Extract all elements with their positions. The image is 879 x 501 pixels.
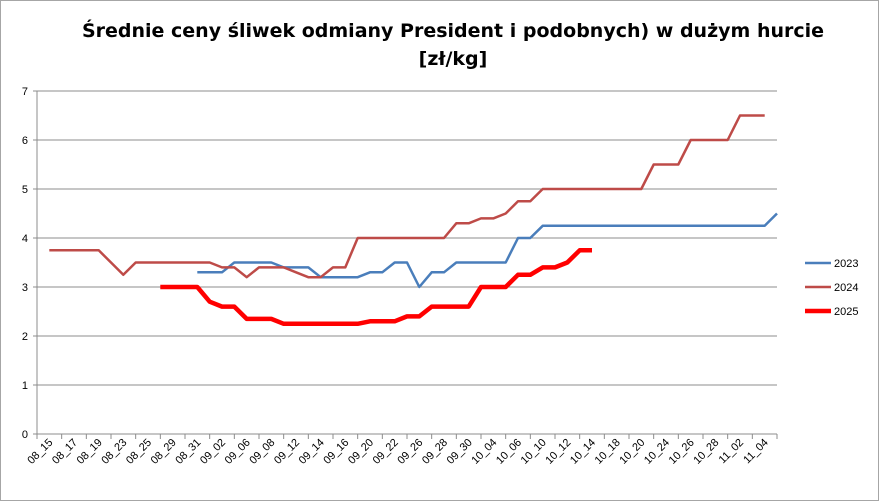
chart-title-line-2: [zł/kg]: [419, 48, 488, 70]
x-tick-label: 08_23: [99, 437, 129, 467]
x-tick-label: 09_20: [346, 437, 376, 467]
series-line-2025: [160, 248, 592, 327]
x-tick-label: 10_24: [642, 437, 672, 467]
y-tick-label: 7: [22, 86, 28, 98]
x-tick-label: 09_08: [247, 437, 277, 467]
x-tick-label: 09_22: [371, 437, 401, 467]
x-tick-label: 10_06: [494, 437, 524, 467]
y-tick-label: 4: [22, 233, 28, 245]
legend-label-2023: 2023: [834, 258, 858, 270]
x-tick-label: 10_14: [568, 437, 598, 467]
y-tick-label: 3: [22, 282, 28, 294]
x-tick-label: 09_06: [223, 437, 253, 467]
x-tick-label: 09_28: [420, 437, 450, 467]
x-tick-label: 09_26: [395, 437, 425, 467]
x-tick-label: 10_26: [667, 437, 697, 467]
x-tick-label: 09_16: [321, 437, 351, 467]
plot-area: 0 1 2 3 4 5 6 7 08_1508_1708_1908_2308_2508_2908…: [22, 86, 778, 467]
series-line-2024: [49, 114, 765, 279]
series-line-2023: [197, 212, 778, 289]
y-tick-label: 5: [22, 184, 28, 196]
y-tick-label: 0: [22, 429, 28, 441]
legend: 2023 2024 2025: [805, 258, 858, 318]
legend-label-2025: 2025: [834, 306, 858, 318]
x-tick-label: 08_25: [124, 437, 154, 467]
x-tick-label: 10_04: [469, 437, 499, 467]
chart-title-line-1: Średnie ceny śliwek odmiany President i …: [82, 18, 824, 42]
x-tick-label: 08_17: [50, 437, 80, 467]
x-tick-label: 08_19: [75, 437, 105, 467]
x-tick-label: 08_15: [25, 437, 55, 467]
x-tick-label: 10_10: [519, 437, 549, 467]
x-tick-label: 10_28: [691, 437, 721, 467]
x-tick-label: 10_20: [617, 437, 647, 467]
x-tick-label: 09_30: [445, 437, 475, 467]
x-tick-label: 08_29: [149, 437, 179, 467]
x-tick-label: 10_18: [593, 437, 623, 467]
x-tick-label: 11_02: [717, 437, 747, 467]
y-tick-label: 1: [22, 380, 28, 392]
x-tick-label: 09_02: [198, 437, 228, 467]
x-tick-label: 10_12: [543, 437, 573, 467]
x-tick-label: 09_14: [297, 437, 327, 467]
x-tick-label: 09_12: [272, 437, 302, 467]
x-tick-label: 08_31: [173, 437, 203, 467]
y-tick-label: 6: [22, 135, 28, 147]
legend-label-2024: 2024: [834, 282, 858, 294]
y-tick-label: 2: [22, 331, 28, 343]
x-tick-label: 11_04: [741, 437, 771, 467]
